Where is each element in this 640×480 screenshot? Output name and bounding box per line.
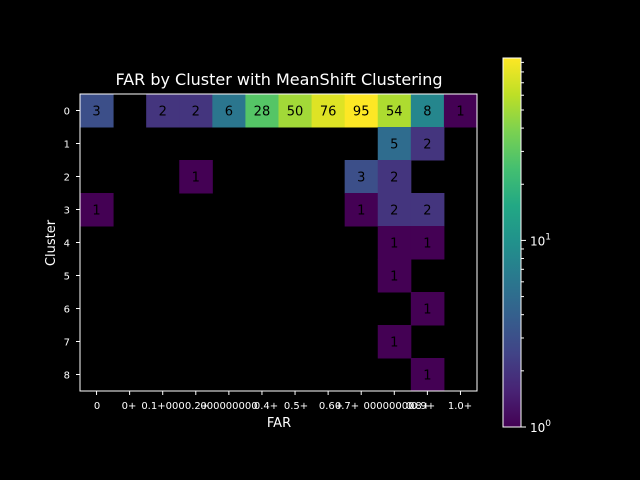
- y-tick-label: 0: [64, 107, 70, 118]
- cell-value-label: 28: [254, 105, 271, 120]
- cell-value-label: 1: [423, 369, 431, 384]
- heatmap-cell: [410, 292, 445, 326]
- y-tick-label: 7: [64, 338, 70, 349]
- cell-value-label: 2: [159, 105, 167, 120]
- y-tick-label: 2: [64, 173, 70, 184]
- heatmap-cell: [377, 193, 412, 227]
- heatmap-cell: [311, 94, 346, 128]
- heatmap-cell: [377, 259, 412, 293]
- cell-value-label: 1: [92, 204, 100, 219]
- y-tick-label: 1: [64, 140, 70, 151]
- x-tick-label: 0.9+: [411, 401, 435, 412]
- cell-value-label: 2: [423, 138, 431, 153]
- heatmap-cell: [344, 94, 379, 128]
- colorbar: [502, 57, 522, 428]
- cell-value-label: 2: [192, 105, 200, 120]
- heatmap-cell: [377, 127, 412, 161]
- colorbar-ticks: 100 101: [521, 61, 551, 435]
- x-axis-label: FAR: [267, 416, 291, 431]
- y-axis-ticks: 0 1 2 3 4 5 6 7 8: [64, 107, 80, 382]
- cell-value-label: 54: [386, 105, 403, 120]
- x-tick-label: 000000000: [200, 401, 257, 412]
- heatmap-cell: [212, 94, 246, 128]
- cell-value-label: 1: [192, 171, 200, 186]
- heatmap-cell: [410, 193, 445, 227]
- cell-value-label: 1: [390, 237, 398, 252]
- x-tick-label: 00000000: [364, 401, 415, 412]
- cell-value-label: 1: [390, 270, 398, 285]
- x-tick-label: 0.7+: [335, 401, 359, 412]
- colorbar-tick-label: 101: [530, 232, 551, 248]
- cell-value-label: 2: [390, 204, 398, 219]
- cell-value-label: 50: [287, 105, 304, 120]
- y-tick-label: 8: [64, 371, 70, 382]
- x-tick-label: 0.1+000: [141, 401, 184, 412]
- heatmap-cell: [377, 325, 412, 359]
- cell-value-label: 1: [456, 105, 464, 120]
- heatmap-cell: [443, 94, 478, 128]
- heatmap-cell: [377, 160, 412, 194]
- x-tick-label: 0: [94, 401, 100, 412]
- heatmap-cell: [80, 94, 114, 128]
- cell-value-label: 3: [357, 171, 365, 186]
- y-tick-label: 5: [64, 272, 70, 283]
- heatmap-cell: [410, 358, 445, 392]
- heatmap-cell: [377, 226, 412, 260]
- cell-value-label: 76: [320, 105, 337, 120]
- y-tick-label: 4: [64, 239, 70, 250]
- cell-value-label: 1: [423, 303, 431, 318]
- x-tick-label: 0.5+: [284, 401, 308, 412]
- heatmap-cell: [146, 94, 180, 128]
- y-tick-label: 6: [64, 305, 70, 316]
- heatmap-cell: [410, 127, 445, 161]
- heatmap-cells: [80, 94, 478, 392]
- heatmap-cell: [179, 160, 213, 194]
- cell-value-label: 3: [92, 105, 100, 120]
- cell-value-label: 1: [357, 204, 365, 219]
- x-tick-label: 0+: [122, 401, 137, 412]
- cell-value-label: 1: [423, 237, 431, 252]
- heatmap-cell: [344, 160, 379, 194]
- x-tick-label: 0.2+: [185, 401, 209, 412]
- chart-title: FAR by Cluster with MeanShift Clustering: [115, 70, 442, 89]
- y-axis-label: Cluster: [44, 219, 59, 266]
- cell-value-label: 95: [353, 105, 370, 120]
- cell-value-label: 2: [390, 171, 398, 186]
- heatmap-cell: [377, 94, 412, 128]
- cell-value-label: 2: [423, 204, 431, 219]
- x-tick-label: 0.4+: [254, 401, 278, 412]
- x-tick-label: 0.6+: [319, 401, 343, 412]
- heatmap-cell: [410, 94, 445, 128]
- heatmap-cell: [410, 226, 445, 260]
- heatmap-cell: [245, 94, 279, 128]
- cell-value-label: 1: [390, 336, 398, 351]
- heatmap-cell-labels: 3 2 2 6 28 50 76 95 54 8 1 5 2 1 3 2 1 1 2 2 1 1 1 1 1 1: [92, 105, 464, 384]
- colorbar-tick-label: 100: [530, 419, 551, 435]
- heatmap-cell: [278, 94, 313, 128]
- heatmap-cell: [80, 193, 114, 227]
- heatmap-cell: [179, 94, 213, 128]
- cell-value-label: 5: [390, 138, 398, 153]
- x-tick-label: 1.0+: [448, 401, 472, 412]
- y-tick-label: 3: [64, 206, 70, 217]
- cell-value-label: 8: [423, 105, 431, 120]
- cell-value-label: 6: [225, 105, 233, 120]
- x-tick-label: 0.8+: [406, 401, 430, 412]
- heatmap-cell: [344, 193, 379, 227]
